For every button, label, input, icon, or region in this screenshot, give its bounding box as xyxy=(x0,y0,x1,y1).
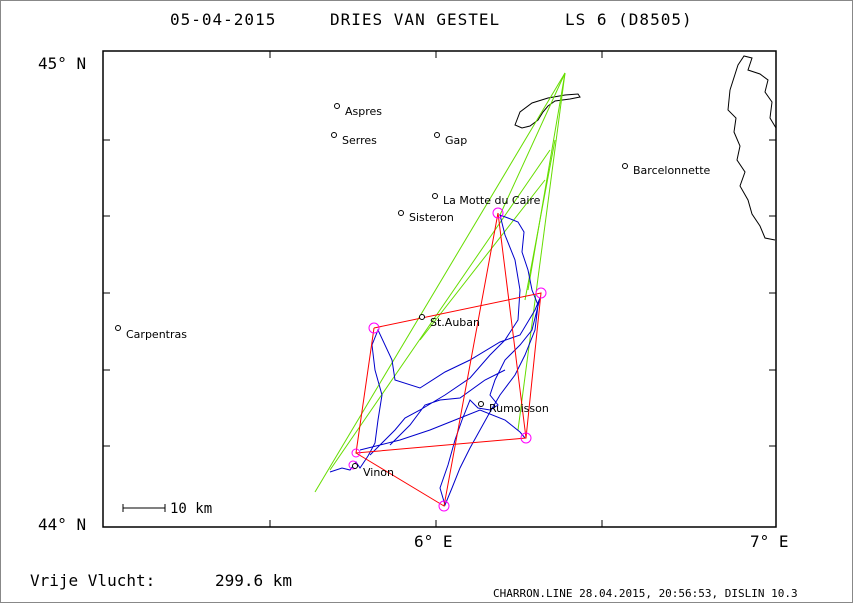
task-lines xyxy=(355,212,542,507)
header-date: 05-04-2015 xyxy=(170,10,276,29)
place-st-auban: St.Auban xyxy=(430,316,480,329)
place-rumoisson: Rumoisson xyxy=(489,402,549,415)
place-markers xyxy=(115,103,628,469)
header-pilot: DRIES VAN GESTEL xyxy=(330,10,500,29)
turnpoint-markers xyxy=(348,207,547,512)
place-aspres: Aspres xyxy=(345,105,382,118)
place-vinon: Vinon xyxy=(363,466,394,479)
flight-label: Vrije Vlucht: xyxy=(30,571,155,590)
sector-lines xyxy=(314,72,566,493)
place-barcelonnette: Barcelonnette xyxy=(633,164,711,177)
scale-bar-label: 10 km xyxy=(170,501,212,517)
lat-label-bottom: 44° N xyxy=(38,515,86,534)
place-la-motte-du-caire: La Motte du Caire xyxy=(443,194,541,207)
flight-distance: 299.6 km xyxy=(215,571,292,590)
map-frame xyxy=(102,50,777,528)
scale-bar xyxy=(122,504,166,512)
header-glider: LS 6 (D8505) xyxy=(565,10,693,29)
axis-ticks xyxy=(103,51,776,527)
place-sisteron: Sisteron xyxy=(409,211,454,224)
place-serres: Serres xyxy=(342,134,377,147)
place-carpentras: Carpentras xyxy=(126,328,187,341)
lake-outline xyxy=(514,93,581,129)
flight-track xyxy=(329,214,541,507)
footer-info: CHARRON.LINE 28.04.2015, 20:56:53, DISLI… xyxy=(493,587,798,600)
border-outline xyxy=(727,55,777,241)
lon-label-right: 7° E xyxy=(750,532,789,551)
lat-label-top: 45° N xyxy=(38,54,86,73)
place-gap: Gap xyxy=(445,134,467,147)
lon-label-mid: 6° E xyxy=(414,532,453,551)
